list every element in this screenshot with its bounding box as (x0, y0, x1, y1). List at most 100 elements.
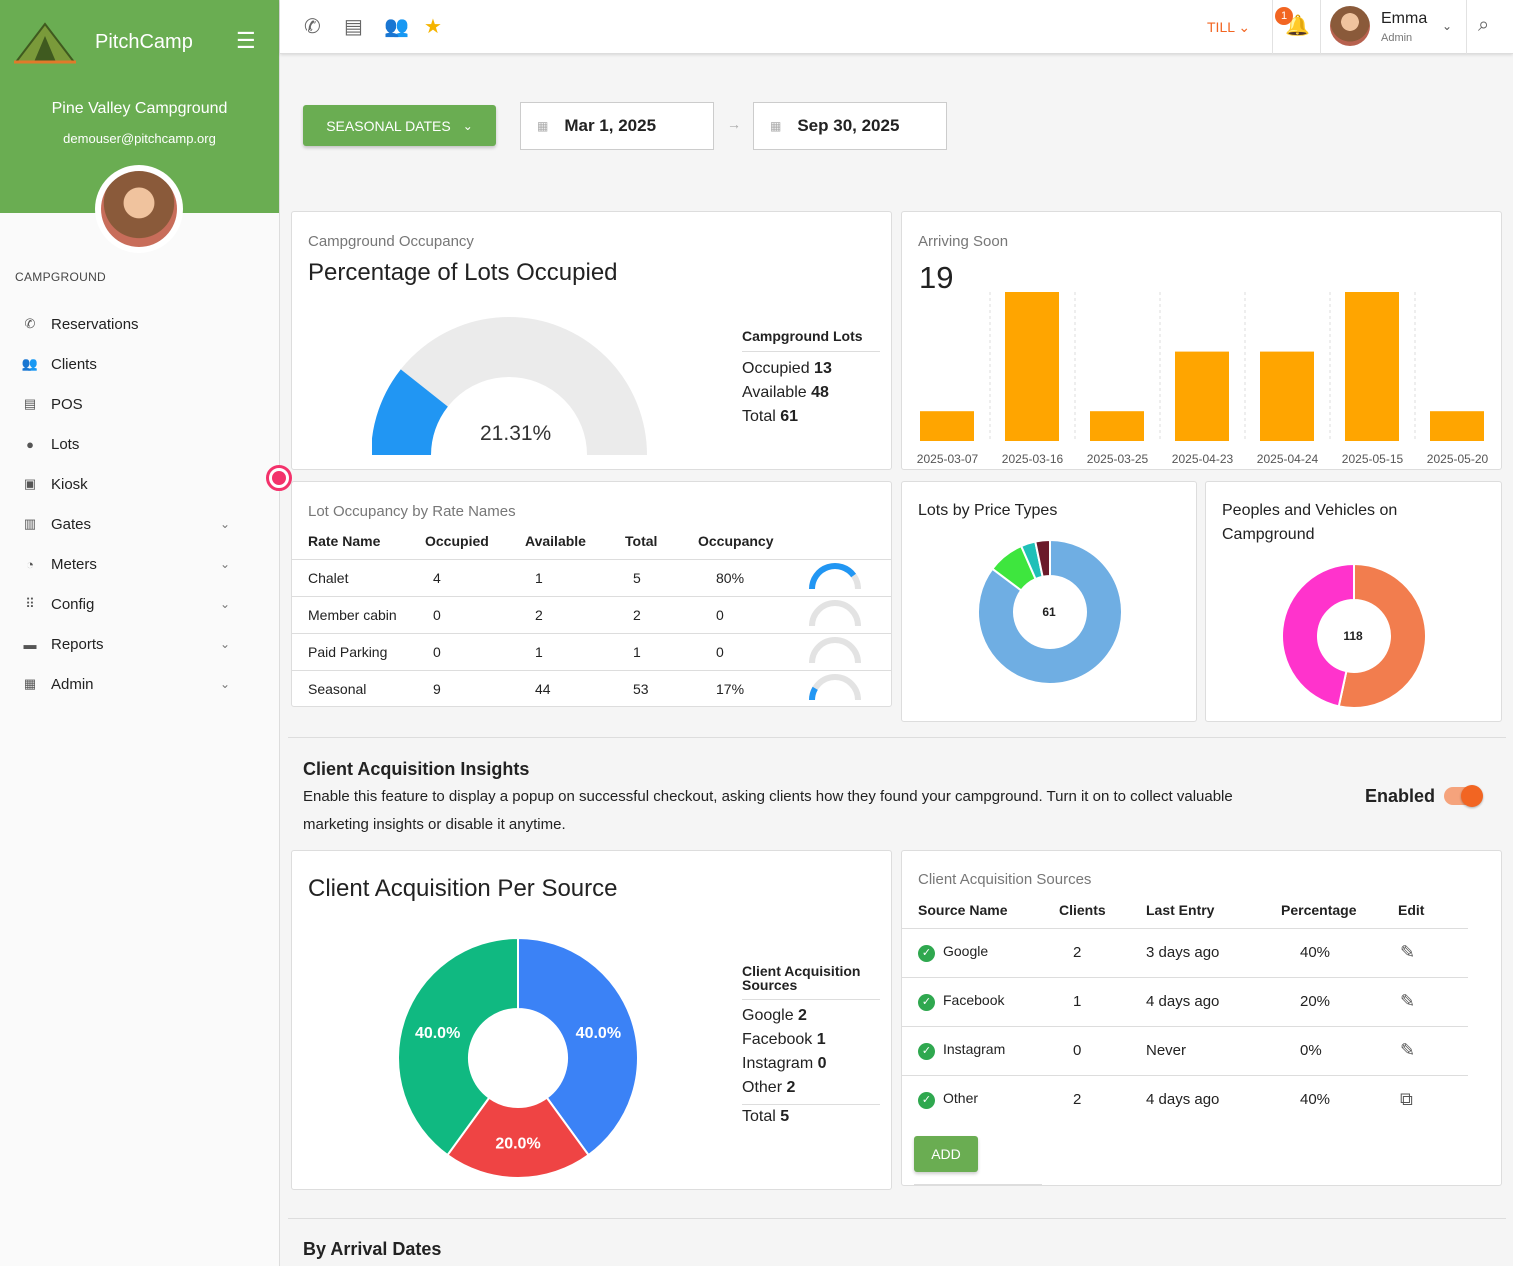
sidebar-item-reports[interactable]: ▬ Reports ⌄ (15, 626, 255, 662)
pie-slice (1282, 564, 1355, 708)
people-icon: 👥 (21, 356, 39, 371)
check-circle-icon: ✓ (918, 945, 935, 962)
pencil-icon[interactable]: ✎ (1398, 1025, 1468, 1075)
notification-badge: 1 (1275, 7, 1293, 25)
sidebar-item-reservations[interactable]: ✆ Reservations (15, 306, 255, 342)
cell-source: ✓ Other (902, 1074, 1059, 1124)
col-header: Total (625, 532, 658, 549)
sidebar-item-admin[interactable]: ▦ Admin ⌄ (15, 666, 255, 702)
table-row: ✓ Other 2 4 days ago 40% ⧉ (902, 1074, 1468, 1124)
cell-name: Seasonal (292, 669, 425, 707)
cell-clients: 2 (1059, 1074, 1146, 1124)
sidebar-item-label: Reports (51, 635, 104, 653)
cell-occupancy: 80% (698, 558, 808, 596)
seasonal-dates-label: SEASONAL DATES (326, 117, 451, 134)
bar (1260, 351, 1314, 441)
pie-slice (446, 1096, 590, 1179)
x-tick-label: 2025-03-25 (1087, 452, 1149, 466)
table-row: ✓ Google 2 3 days ago 40% ✎ (902, 927, 1468, 977)
recording-indicator (266, 465, 292, 491)
arriving-soon-card: Arriving Soon 19 2025-03-07 2025-03-16 202… (901, 211, 1502, 470)
cell-name: Chalet (292, 558, 425, 596)
sidebar-item-gates[interactable]: ▥ Gates ⌄ (15, 506, 255, 542)
slice-label: 40.0% (415, 1025, 460, 1042)
col-header: Edit (1398, 901, 1425, 918)
x-tick-label: 2025-03-07 (917, 452, 979, 466)
legend-google: Google 2 (742, 1007, 807, 1024)
sidebar-item-label: Config (51, 595, 95, 613)
search-icon[interactable]: ⌕ (1478, 14, 1490, 36)
chevron-down-icon[interactable]: ⌄ (1442, 19, 1453, 33)
cell-name: Member cabin (292, 595, 425, 633)
card-subtitle: Lot Occupancy by Rate Names (308, 503, 516, 520)
pie-slice (1337, 564, 1426, 708)
col-header: Last Entry (1146, 901, 1215, 918)
card-subtitle: Arriving Soon (918, 233, 1009, 250)
divider (288, 737, 1506, 738)
acquisition-sources-card: Client Acquisition Sources Source Name C… (901, 850, 1502, 1186)
enabled-label: Enabled (1365, 786, 1436, 806)
people-vehicles-card: Peoples and Vehicles on Campground 118 (1205, 481, 1502, 722)
insights-toggle[interactable] (1444, 785, 1483, 807)
legend-other: Other 2 (742, 1079, 796, 1096)
end-date-field[interactable]: ▦ Sep 30, 2025 (753, 102, 947, 150)
cell-total: 5 (625, 558, 698, 596)
insights-description: Enable this feature to display a popup o… (303, 783, 1353, 839)
cell-source: ✓ Facebook (902, 976, 1059, 1026)
insights-title: Client Acquisition Insights (303, 759, 530, 779)
pie-slice (978, 540, 1122, 684)
cell-occupancy: 0 (698, 632, 808, 670)
sidebar-item-lots[interactable]: ● Lots (15, 426, 255, 462)
col-header: Source Name (918, 901, 1008, 918)
till-label: TILL (1207, 19, 1235, 35)
cell-occupancy: 0 (698, 595, 808, 633)
donut-center-label: 118 (1343, 629, 1363, 643)
meter-icon: ◔ (26, 556, 34, 572)
pencil-icon[interactable]: ✎ (1398, 927, 1468, 977)
user-name[interactable]: Emma (1381, 10, 1428, 27)
open-external-icon[interactable]: ⧉ (1398, 1074, 1468, 1124)
legend-title: Campground Lots (742, 328, 880, 352)
legend-facebook: Facebook 1 (742, 1031, 826, 1048)
sidebar-item-kiosk[interactable]: ▣ Kiosk (15, 466, 255, 502)
start-date-field[interactable]: ▦ Mar 1, 2025 (520, 102, 714, 150)
cell-percentage: 0% (1281, 1025, 1398, 1075)
pencil-icon[interactable]: ✎ (1398, 976, 1468, 1026)
sidebar-item-label: Clients (51, 355, 97, 373)
sidebar-avatar[interactable] (95, 165, 183, 253)
calendar-icon: ▦ (537, 119, 549, 133)
add-source-button[interactable]: ADD (914, 1136, 978, 1172)
cell-last-entry: 4 days ago (1146, 1074, 1281, 1124)
x-tick-label: 2025-04-23 (1172, 452, 1234, 466)
pie-slice (517, 937, 639, 1157)
acquisition-pie-chart: 40.0% 20.0% 40.0% (397, 937, 639, 1179)
sidebar-item-label: Gates (51, 515, 92, 533)
seasonal-dates-button[interactable]: SEASONAL DATES ⌄ (303, 105, 496, 146)
slice-label: 20.0% (495, 1136, 540, 1153)
x-tick-label: 2025-05-20 (1427, 452, 1489, 466)
legend-title: Client Acquisition Sources (742, 964, 880, 1000)
bar (920, 411, 974, 441)
top-bar: ✆ ▤ 👥 ★ TILL ⌄ 🔔 1 Emma Admin ⌄ ⌕ (280, 0, 1513, 54)
cell-source: ✓ Google (902, 927, 1059, 977)
pie-slice (397, 937, 519, 1157)
bar (1430, 411, 1484, 441)
cell-last-entry: 4 days ago (1146, 976, 1281, 1026)
sidebar-item-pos[interactable]: ▤ POS (15, 386, 255, 422)
cell-total: 2 (625, 595, 698, 633)
hamburger-menu-icon[interactable]: ☰ (236, 28, 256, 53)
arrow-right-icon: → (727, 116, 741, 132)
till-dropdown[interactable]: TILL ⌄ (1207, 19, 1250, 36)
cell-available: 1 (525, 558, 625, 596)
user-avatar[interactable] (1330, 6, 1370, 46)
occupancy-card: Campground Occupancy Percentage of Lots … (291, 211, 892, 470)
star-icon[interactable]: ★ (424, 16, 442, 38)
people-icon[interactable]: 👥 (384, 16, 409, 38)
sidebar-item-clients[interactable]: 👥 Clients (15, 346, 255, 382)
card-title-line1: Peoples and Vehicles on (1222, 502, 1398, 519)
sidebar-item-config[interactable]: ⠿ Config ⌄ (15, 586, 255, 622)
store-icon[interactable]: ▤ (344, 16, 363, 38)
x-tick-label: 2025-05-15 (1342, 452, 1404, 466)
sidebar-item-meters[interactable]: ◔ Meters ⌄ (15, 546, 255, 582)
phone-icon[interactable]: ✆ (304, 16, 321, 38)
